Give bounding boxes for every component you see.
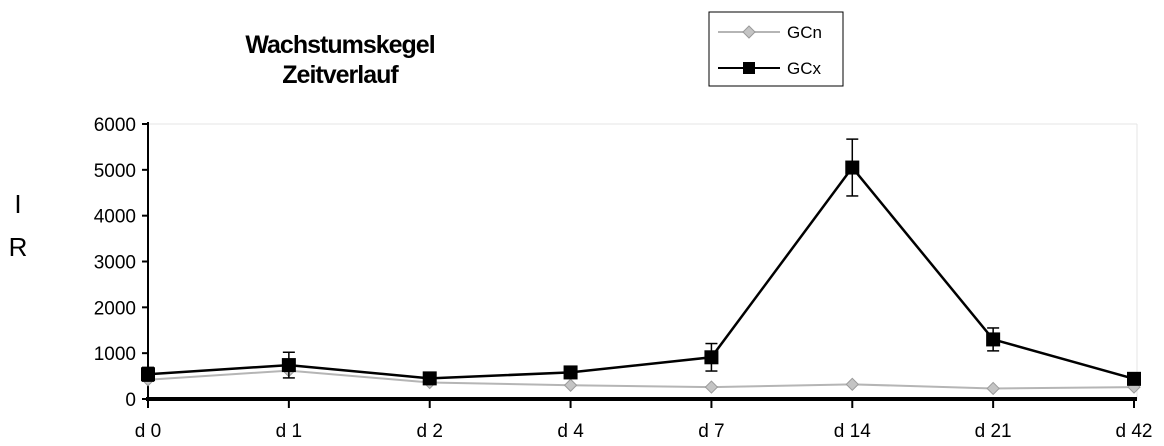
x-tick-label: d 21: [975, 421, 1012, 441]
x-tick-label: d 4: [557, 421, 584, 441]
data-point-square: [423, 371, 437, 385]
legend-box: [709, 12, 843, 86]
y-tick-label: 5000: [94, 161, 136, 182]
data-point-square: [141, 367, 155, 381]
chart-title-line-2: Zeitverlauf: [282, 61, 399, 89]
legend-marker-gcx: [743, 62, 755, 74]
y-tick-label: 4000: [94, 207, 136, 228]
y-tick-label: 0: [125, 390, 136, 411]
data-point-square: [986, 332, 1000, 346]
data-point-square: [704, 350, 718, 364]
x-tick-label: d 2: [417, 421, 443, 441]
legend: GCn GCx: [709, 12, 843, 86]
legend-label-gcn: GCn: [787, 23, 822, 42]
y-tick-label: 1000: [94, 344, 136, 365]
legend-label-gcx: GCx: [787, 59, 822, 78]
x-tick-label: d 1: [276, 421, 302, 441]
data-point-square: [282, 358, 296, 372]
data-point-square: [1127, 372, 1141, 386]
x-tick-label: d 42: [1116, 421, 1153, 441]
x-tick-label: d 14: [834, 421, 871, 441]
data-point-square: [845, 161, 859, 175]
y-tick-label: 2000: [94, 298, 136, 319]
chart-title-line-1: Wachstumskegel: [245, 31, 434, 59]
x-tick-label: d 7: [698, 421, 724, 441]
y-tick-label: 3000: [94, 253, 136, 274]
y-axis-label-char-1: I: [14, 189, 21, 219]
data-point-square: [564, 365, 578, 379]
y-axis-label-char-2: R: [9, 232, 28, 262]
y-tick-label: 6000: [94, 115, 136, 136]
x-tick-label: d 0: [135, 421, 161, 441]
